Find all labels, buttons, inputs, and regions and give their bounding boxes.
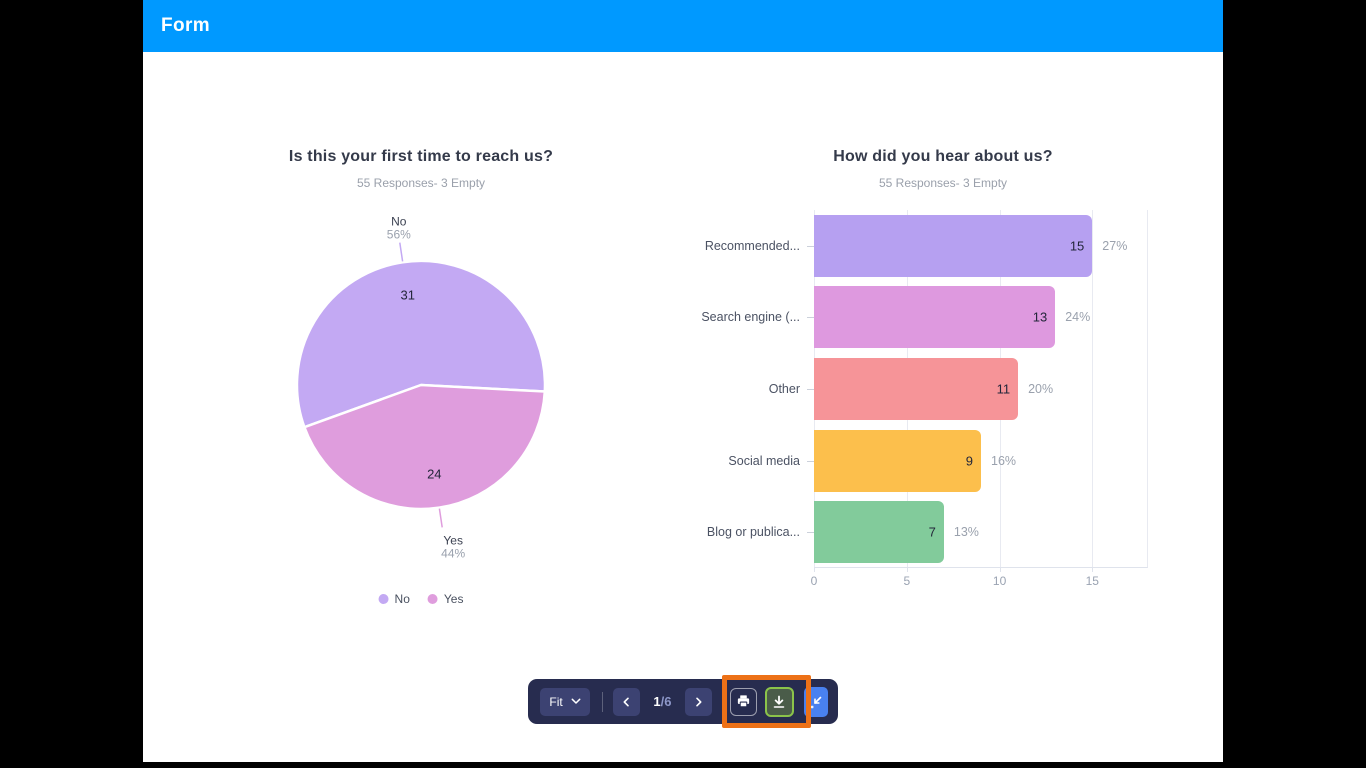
x-tick-label: 5 (903, 574, 911, 588)
zoom-fit-label: Fit (549, 694, 563, 709)
zoom-fit-dropdown[interactable]: Fit (540, 687, 591, 716)
x-tick-label: 15 (1085, 574, 1099, 588)
bar-percent-label: 16% (991, 453, 1017, 468)
bar-percent-label: 13% (953, 525, 979, 540)
printer-icon (737, 695, 750, 708)
y-tick-mark (807, 532, 814, 534)
bar-percent-label: 24% (1065, 310, 1091, 325)
legend-item-no: No (378, 592, 410, 606)
x-tick-label: 10 (992, 574, 1007, 588)
pie-label-line (399, 242, 404, 262)
chevron-right-icon (696, 696, 702, 706)
bar-value-label: 13 (1032, 309, 1048, 325)
bar: 9 (814, 429, 981, 492)
chevron-left-icon (623, 696, 629, 706)
legend-item-yes: Yes (427, 592, 464, 606)
legend-dot (378, 594, 389, 604)
bar-value-label: 9 (965, 453, 973, 469)
collapse-button[interactable] (803, 686, 829, 717)
pie-percent-label: 44% (441, 546, 465, 560)
bar-value-label: 7 (928, 524, 936, 540)
report-page: Form Is this your first time to reach us… (143, 0, 1223, 762)
bar-chart-plot: 0 5 10 15 Recommended... 15 27% Search engine (… (701, 210, 1148, 588)
legend-dot (427, 594, 438, 604)
x-tick-mark (814, 568, 815, 572)
pie-value-label: 24 (427, 467, 441, 482)
app-header: Form (143, 0, 1223, 52)
x-tick-mark (906, 568, 908, 572)
app-title: Form (161, 15, 211, 36)
x-tick-label: 0 (810, 574, 818, 588)
bar-percent-label: 27% (1102, 238, 1128, 253)
pie-label-line (438, 508, 443, 528)
next-page-button[interactable] (684, 687, 712, 716)
legend-label: Yes (443, 592, 464, 606)
y-tick-mark (807, 460, 814, 462)
chevron-down-icon (571, 698, 581, 704)
y-tick-mark (807, 245, 814, 247)
y-tick-mark (807, 317, 814, 319)
x-tick-mark (999, 568, 1001, 572)
pie-legend: No Yes (378, 592, 464, 606)
previous-page-button[interactable] (613, 687, 641, 716)
bar: 15 (814, 214, 1093, 277)
x-tick-mark (1092, 568, 1094, 572)
bar-value-label: 11 (996, 381, 1011, 397)
viewer-toolbar: Fit 1/6 (528, 679, 838, 724)
bar-chart-title: How did you hear about us? (833, 148, 1053, 165)
total-pages: /6 (660, 694, 672, 709)
pie-chart-title: Is this your first time to reach us? (288, 148, 554, 165)
download-button[interactable] (764, 686, 794, 717)
download-icon (774, 695, 785, 708)
pie-slice-yes (303, 383, 547, 511)
pie-chart-subtitle: 55 Responses- 3 Empty (356, 176, 486, 190)
gridline (1092, 210, 1094, 567)
bar: 13 (814, 286, 1056, 349)
bar-category-label: Recommended... (704, 238, 800, 253)
bar-chart-subtitle: 55 Responses- 3 Empty (878, 176, 1008, 190)
bar-percent-label: 20% (1028, 382, 1054, 396)
print-button[interactable] (729, 687, 757, 716)
pie-percent-label: 56% (387, 228, 411, 242)
bar-category-label: Blog or publica... (706, 525, 800, 540)
bar: 11 (814, 358, 1019, 420)
bar-category-label: Search engine (... (701, 310, 800, 325)
current-page: 1 (653, 694, 661, 709)
y-tick-mark (807, 389, 814, 390)
pie-value-label: 31 (400, 288, 414, 303)
pie-category-label: No (391, 215, 407, 229)
bar-category-label: Social media (728, 453, 800, 468)
pie-slice-no (295, 259, 547, 429)
page-indicator: 1/6 (648, 694, 677, 709)
bar-category-label: Other (768, 382, 800, 396)
bar-value-label: 15 (1069, 238, 1085, 254)
legend-label: No (394, 592, 410, 606)
toolbar-divider (602, 691, 604, 712)
bar: 7 (814, 501, 944, 564)
pie-category-label: Yes (443, 533, 463, 547)
collapse-arrow-icon (810, 696, 822, 708)
